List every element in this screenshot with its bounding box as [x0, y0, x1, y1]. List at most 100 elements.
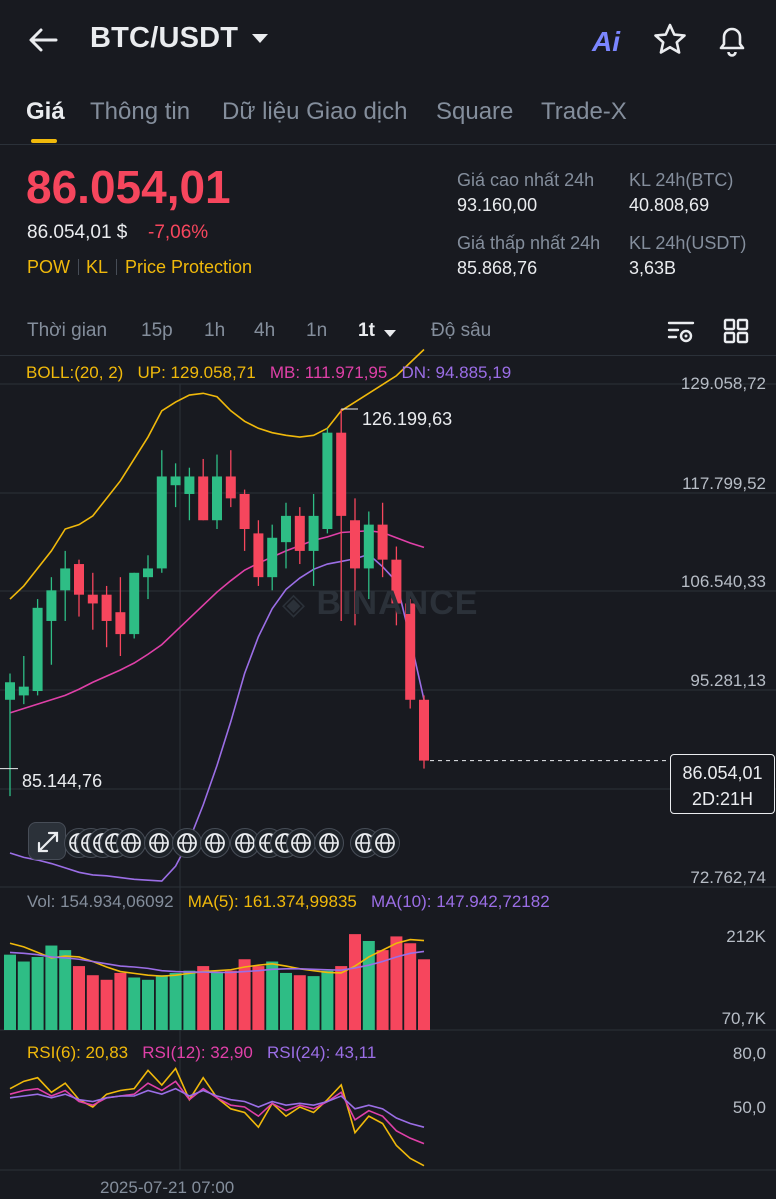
volume-axis-top: 212K [726, 927, 766, 946]
volume-bar [197, 966, 210, 1030]
candle-body [32, 607, 43, 692]
volume-bar [86, 975, 99, 1030]
candle-body [46, 590, 57, 621]
tab-trade-x[interactable]: Trade-X [541, 98, 627, 125]
candle-body [87, 594, 98, 604]
boll-legend: BOLL:(20, 2) UP: 129.058,71 MB: 111.971,… [26, 363, 511, 383]
low-annotation: 85.144,76 [22, 771, 103, 791]
tf-1month[interactable]: 1t [358, 320, 375, 341]
volume-bar [59, 950, 72, 1030]
candle-body [336, 432, 347, 516]
volume-bar [169, 972, 182, 1030]
tag-price-protection[interactable]: Price Protection [125, 257, 253, 277]
ai-assistant-icon[interactable]: Ai [592, 26, 620, 57]
tab-square[interactable]: Square [436, 98, 514, 125]
event-globe-icon[interactable] [286, 828, 316, 858]
price-axis-label: 106.540,33 [680, 572, 766, 591]
price-axis-label: 95.281,13 [690, 671, 766, 690]
boll-up-line [9, 348, 425, 600]
volume-bar [183, 970, 196, 1030]
high-24h-label: Giá cao nhất 24h [457, 170, 595, 190]
current-price-value: 86.054,01 [682, 763, 763, 783]
price-axis-label: 117.799,52 [682, 474, 766, 493]
volume-bar [142, 979, 154, 1030]
volume-bar [4, 954, 16, 1030]
low-24h-value: 85.868,76 [457, 258, 538, 278]
tag-divider [116, 259, 117, 275]
volume-bar [17, 961, 30, 1030]
expand-chart-button[interactable] [28, 822, 66, 860]
event-globe-icon[interactable] [116, 828, 146, 858]
high-24h-value: 93.160,00 [457, 195, 538, 215]
vol-btc-label: KL 24h(BTC) [629, 170, 734, 190]
vol-ma5-line [9, 938, 425, 977]
top-bar: BTC/USDT Ai [0, 0, 776, 80]
candle-body [267, 537, 278, 578]
tf-1d[interactable]: 1n [306, 320, 328, 341]
tf-4h[interactable]: 4h [254, 320, 276, 341]
candle-body [350, 520, 360, 569]
rsi6: RSI(6): 20,83 [27, 1043, 129, 1062]
candle-body [239, 493, 250, 530]
rsi6-line [9, 1067, 425, 1167]
expand-icon [37, 831, 59, 853]
indicator-settings-icon[interactable] [666, 316, 696, 346]
tab-trading-data[interactable]: Dữ liệu Giao dịch [222, 98, 408, 125]
tf-depth[interactable]: Độ sâu [431, 320, 492, 341]
candle-body [74, 564, 84, 595]
vol-usdt-label: KL 24h(USDT) [629, 233, 747, 253]
volume-bar [404, 943, 417, 1030]
candle-body [225, 476, 236, 499]
favorite-star-icon[interactable] [650, 20, 690, 60]
volume-bar [155, 975, 168, 1030]
layout-grid-icon[interactable] [721, 316, 751, 346]
candle-body [308, 515, 319, 551]
watermark-text: BINANCE [316, 584, 479, 622]
rsi-axis-top: 80,0 [732, 1044, 766, 1063]
tag-kl[interactable]: KL [86, 257, 109, 277]
last-price: 86.054,01 [26, 161, 231, 213]
candle-body [377, 524, 388, 560]
boll-up: UP: 129.058,71 [137, 363, 256, 382]
volume-bar [349, 934, 361, 1030]
tf-1h[interactable]: 1h [204, 320, 226, 341]
volume-bar [45, 945, 58, 1030]
candle-body [170, 476, 181, 486]
vol-ma5: MA(5): 161.374,99835 [187, 892, 357, 911]
tab-price[interactable]: Giá [26, 98, 65, 125]
volume-bar [293, 975, 306, 1030]
volume-legend: Vol: 154.934,06092 MA(5): 161.374,99835 … [27, 892, 550, 912]
candle-body [60, 568, 71, 591]
tf-15m[interactable]: 15p [141, 320, 173, 341]
event-globe-icon[interactable] [314, 828, 344, 858]
rsi24: RSI(24): 43,11 [267, 1043, 377, 1062]
volume-bar [390, 936, 403, 1030]
vol-btc-value: 40.808,69 [629, 195, 710, 215]
pair-selector[interactable]: BTC/USDT [90, 22, 239, 54]
volume-bar [31, 956, 44, 1030]
current-price-tag[interactable]: 86.054,01 2D:21H [670, 754, 775, 814]
divider [0, 144, 776, 145]
volume-bar [100, 979, 113, 1030]
event-globe-icon[interactable] [200, 828, 230, 858]
boll-mb: MB: 111.971,95 [269, 363, 388, 382]
volume-bar [211, 972, 223, 1030]
tf-time[interactable]: Thời gian [27, 320, 108, 341]
back-arrow-icon[interactable] [26, 22, 62, 58]
event-globe-icon[interactable] [172, 828, 202, 858]
rsi-axis-mid: 50,0 [732, 1098, 766, 1117]
chevron-down-icon[interactable] [384, 330, 396, 337]
candle-body [405, 603, 416, 700]
event-globe-icon[interactable] [144, 828, 174, 858]
volume-bar [73, 966, 85, 1030]
boll-label: BOLL:(20, 2) [26, 363, 124, 382]
tag-pow[interactable]: POW [27, 257, 70, 277]
chevron-down-icon[interactable] [252, 34, 268, 43]
notification-bell-icon[interactable] [712, 20, 752, 60]
event-globe-icon[interactable] [370, 828, 400, 858]
tab-info[interactable]: Thông tin [90, 98, 191, 125]
volume-bar [252, 966, 265, 1030]
main-tabs: Giá Thông tin Dữ liệu Giao dịch Square T… [0, 92, 776, 144]
candle-body [156, 476, 167, 569]
